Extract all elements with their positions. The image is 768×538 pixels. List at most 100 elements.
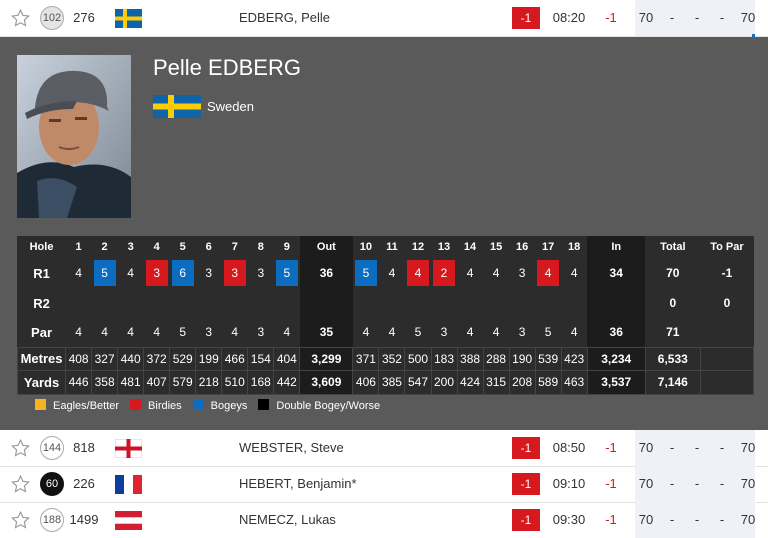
header-cell: 12 [411, 241, 425, 253]
round-score: 70 [638, 476, 654, 491]
favorite-star[interactable] [11, 510, 30, 532]
scores-shade [635, 0, 755, 36]
header-cell: 14 [463, 241, 477, 253]
to-par: -1 [605, 476, 617, 491]
header-cell: In [587, 236, 646, 258]
player-row[interactable]: 60 226 HEBERT, Benjamin* -1 09:10 -1 70- - -70 [0, 466, 768, 503]
player-row[interactable]: 102 276 EDBERG, Pelle -1 08:20 -1 70- - -70 [0, 0, 768, 37]
score-cell: 315 [482, 369, 510, 395]
empty-cell [248, 288, 274, 318]
legend-item: Bogeys [192, 399, 247, 412]
total: 70 [740, 440, 756, 455]
legend-swatch [130, 399, 142, 410]
score-cell: 4 [466, 266, 474, 280]
tee-time: 09:10 [552, 476, 586, 491]
player-row[interactable]: 144 818 WEBSTER, Steve -1 08:50 -1 70- - -70 [0, 430, 768, 467]
score-cell: 36 [587, 318, 646, 347]
legend-swatch [258, 399, 270, 410]
score-cell: 5 [414, 325, 422, 340]
score-cell: 539 [534, 346, 562, 371]
flag-austria [115, 511, 142, 530]
round-score: - [694, 440, 700, 455]
player-detail: Pelle EDBERG Sweden Hole 1 2 3 4 5 6 7 8 9 Out 10 11… [0, 37, 768, 430]
empty-cell [379, 288, 405, 318]
to-par: -1 [605, 10, 617, 25]
empty-cell [118, 288, 144, 318]
score-cell: 408 [65, 346, 93, 371]
today-score: -1 [512, 473, 540, 495]
header-cell: 1 [75, 241, 82, 253]
total: 70 [740, 476, 756, 491]
header-cell: 9 [283, 241, 290, 253]
favorite-star[interactable] [11, 8, 30, 30]
total: 70 [740, 512, 756, 527]
score-cell: 7,146 [644, 369, 701, 395]
score-cell: 404 [273, 346, 301, 371]
score-cell: 407 [143, 369, 171, 395]
today-score: -1 [512, 7, 540, 29]
player-name: NEMECZ, Lukas [239, 512, 336, 527]
score-cell: 36 [299, 258, 353, 288]
score-cell: 529 [169, 346, 197, 371]
score-cell: 424 [456, 369, 484, 395]
favorite-star[interactable] [11, 438, 30, 460]
score-cell: 4 [127, 325, 134, 340]
flag-england [115, 439, 142, 458]
position: 188 [40, 508, 64, 532]
empty-cell [509, 288, 535, 318]
header-cell: 3 [127, 241, 134, 253]
header-cell: 17 [542, 241, 555, 253]
position: 102 [40, 6, 64, 30]
favorite-star[interactable] [11, 474, 30, 496]
score-cell: 4 [388, 266, 396, 280]
score-cell: 4 [404, 258, 431, 288]
score-cell: 199 [195, 346, 223, 371]
score-row: Yards 446 358 481 407 579 218 510 168 442 3,609 406… [16, 369, 755, 395]
score-cell: 481 [117, 369, 145, 395]
round-score: - [694, 476, 700, 491]
score-cell: 190 [508, 346, 536, 371]
empty-cell [699, 369, 755, 395]
score-cell: 4 [231, 325, 239, 340]
score-cell: 3,299 [299, 346, 354, 371]
score-cell: 5 [352, 258, 379, 288]
score-cell: 3 [257, 266, 265, 280]
score-cell: 70 [666, 266, 680, 280]
legend-label: Eagles/Better [53, 400, 120, 412]
round-score: - [719, 440, 725, 455]
score-row: Par 4 4 4 4 5 3 4 3 4 35 4 4 5 3 4 4 3 5 4 36 71 [18, 318, 754, 347]
player-number: 818 [73, 440, 95, 455]
score-cell: 4 [466, 325, 474, 340]
score-cell: 4 [283, 325, 291, 340]
header-cell: 10 [359, 241, 373, 253]
player-row[interactable]: 188 1499 NEMECZ, Lukas -1 09:30 -1 70- - -70 [0, 502, 768, 538]
country: Sweden [207, 99, 254, 114]
score-cell: 423 [560, 346, 588, 371]
empty-cell [561, 288, 587, 318]
round-score: - [669, 512, 675, 527]
header-cell: To Par [710, 241, 744, 253]
player-name: WEBSTER, Steve [239, 440, 344, 455]
empty-cell [144, 288, 170, 318]
today-score: -1 [512, 509, 540, 531]
score-cell: 3,537 [586, 369, 646, 395]
header-cell: 13 [437, 241, 451, 253]
score-cell: 0 [669, 296, 677, 310]
round-score: - [719, 512, 725, 527]
score-row: R2 0 0 [18, 288, 754, 318]
score-cell: 6,533 [644, 346, 701, 371]
accent [752, 34, 755, 37]
score-cell: 4 [153, 325, 161, 340]
score-cell: 358 [91, 369, 119, 395]
score-cell: 385 [378, 369, 406, 395]
score-cell: 3 [518, 325, 526, 340]
legend-swatch [35, 399, 46, 410]
score-cell: 589 [534, 369, 562, 395]
score-cell: 3 [440, 325, 448, 340]
score-cell: 579 [169, 369, 197, 395]
empty-cell [457, 288, 483, 318]
empty-cell [535, 288, 561, 318]
empty-cell [699, 346, 755, 371]
score-cell: 4 [492, 325, 500, 340]
tee-time: 08:20 [552, 10, 586, 25]
